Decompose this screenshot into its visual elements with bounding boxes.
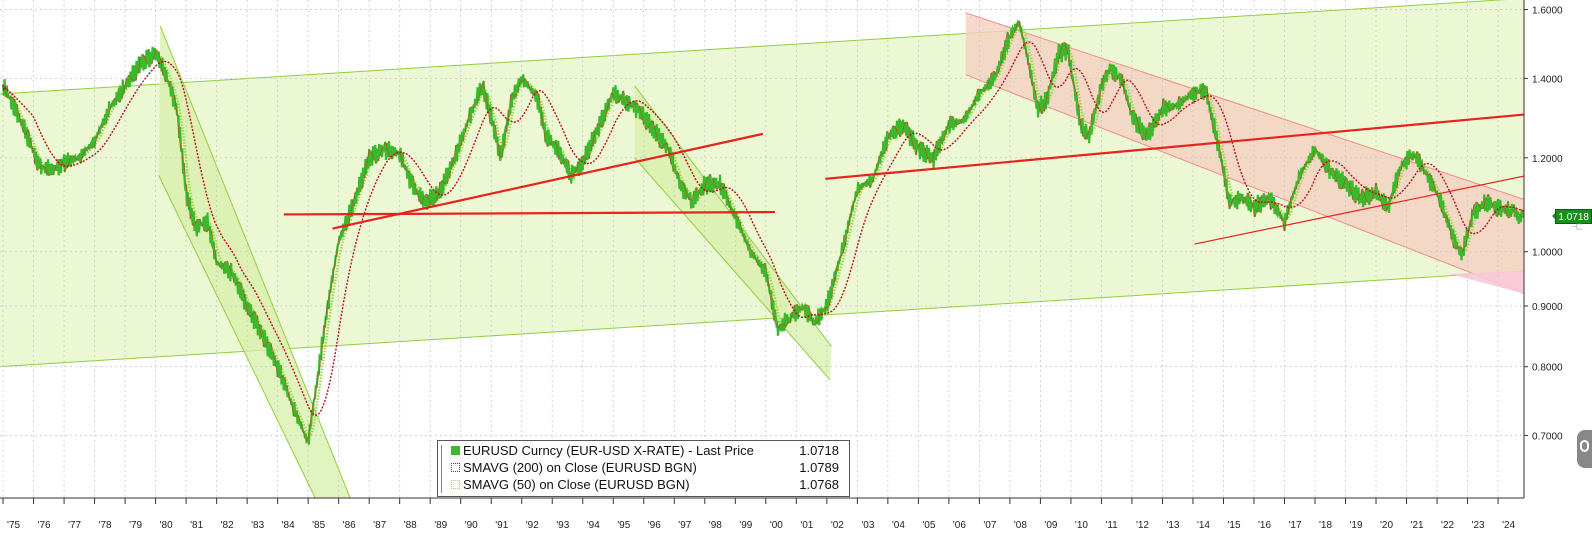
x-tick-label: '10 [1075,520,1088,531]
legend-label: SMAVG (200) on Close (EURUSD BGN) [463,460,697,475]
legend-tree-line [441,445,446,493]
down-channel-1995-fill [634,85,832,380]
x-tick-label: '82 [221,520,234,531]
x-tick-label: '01 [800,520,813,531]
x-tick-label: '81 [190,520,203,531]
x-tick-label: '92 [526,520,539,531]
x-tick-label: '98 [709,520,722,531]
x-tick-label: '83 [251,520,264,531]
x-tick-label: '89 [434,520,447,531]
x-tick-label: '13 [1166,520,1179,531]
legend-label: SMAVG (50) on Close (EURUSD BGN) [463,477,690,492]
y-tick-label: 0.9000 [1532,302,1563,313]
x-tick-label: '21 [1411,520,1424,531]
x-tick-label: '94 [587,520,600,531]
x-tick-label: '00 [770,520,783,531]
scroll-glyph-icon [1580,440,1589,452]
x-tick-label: '17 [1288,520,1301,531]
x-tick-label: '93 [556,520,569,531]
x-tick-label: '15 [1227,520,1240,531]
x-tick-label: '24 [1502,520,1515,531]
x-tick-label: '09 [1044,520,1057,531]
price-line-wicks [2,19,1523,443]
x-tick-label: '97 [678,520,691,531]
trendline [825,113,1524,180]
x-tick-label: '07 [983,520,996,531]
x-tick-label: '79 [129,520,142,531]
x-tick-label: '91 [495,520,508,531]
long-channel-upper-line [0,0,1507,95]
legend-item-price[interactable]: EURUSD Curncy (EUR-USD X-RATE) - Last Pr… [442,443,845,460]
x-tick-label: '96 [648,520,661,531]
x-tick-label: '99 [739,520,752,531]
x-tick-label: '19 [1350,520,1363,531]
x-tick-label: '86 [343,520,356,531]
x-tick-label: '80 [160,520,173,531]
x-tick-label: '22 [1441,520,1454,531]
legend-item-sma200[interactable]: SMAVG (200) on Close (EURUSD BGN) 1.0789 [442,460,845,477]
down-channel-1995-lower-line [634,157,831,381]
legend-value: 1.0768 [799,477,839,492]
legend-swatch-price [451,446,460,455]
y-tick-label: 0.7000 [1532,431,1563,442]
plot-area [0,0,1524,498]
x-tick-label: '14 [1197,520,1210,531]
x-tick-label: '84 [282,520,295,531]
x-tick-label: '88 [404,520,417,531]
fork-icon[interactable]: ⑂ [1568,221,1586,232]
y-tick-label: 1.0000 [1532,248,1563,259]
down-channel-1980-upper-line [159,25,351,498]
down-channel-2008-fill [965,12,1524,294]
legend-item-sma50[interactable]: SMAVG (50) on Close (EURUSD BGN) 1.0768 [442,477,845,494]
x-tick-label: '78 [99,520,112,531]
x-tick-label: '16 [1258,520,1271,531]
x-tick-label: '06 [953,520,966,531]
x-tick-label: '20 [1380,520,1393,531]
x-tick-label: '05 [922,520,935,531]
x-tick-label: '08 [1014,520,1027,531]
legend-swatch-sma50 [451,480,460,489]
x-tick-label: '11 [1105,520,1118,531]
legend-value: 1.0789 [799,460,839,475]
x-tick-label: '76 [38,520,51,531]
x-tick-label: '04 [892,520,905,531]
y-tick-label: 0.8000 [1532,363,1563,374]
y-tick-label: 1.6000 [1532,6,1563,17]
x-tick-label: '87 [373,520,386,531]
x-tick-label: '02 [831,520,844,531]
x-tick-label: '90 [465,520,478,531]
legend-value: 1.0718 [799,443,839,458]
trendline [332,132,763,230]
x-tick-label: '75 [7,520,20,531]
x-tick-label: '03 [861,520,874,531]
x-tick-label: '95 [617,520,630,531]
y-tick-label: 1.4000 [1532,74,1563,85]
x-tick-label: '12 [1136,520,1149,531]
sma200-line [2,41,1524,416]
x-tick-label: '23 [1472,520,1485,531]
x-tick-label: '77 [68,520,81,531]
price-line [2,19,1524,445]
x-tick-label: '18 [1319,520,1332,531]
legend-label: EURUSD Curncy (EUR-USD X-RATE) - Last Pr… [463,443,754,458]
legend-swatch-sma200 [451,463,460,472]
trendline [1194,175,1524,245]
x-tick-label: '85 [312,520,325,531]
trendline [283,210,775,216]
down-channel-2008-lower-line [965,74,1524,295]
y-tick-label: 1.2000 [1532,154,1563,165]
chart-legend[interactable]: EURUSD Curncy (EUR-USD X-RATE) - Last Pr… [437,440,850,497]
